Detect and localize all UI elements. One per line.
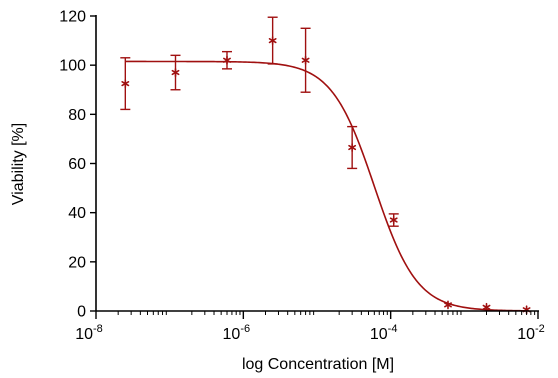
data-point	[301, 55, 310, 65]
x-tick-label: 10-2	[517, 323, 545, 343]
data-point	[268, 36, 277, 45]
data-point	[444, 300, 452, 310]
data-point	[389, 215, 398, 225]
x-axis-label: log Concentration [M]	[242, 356, 394, 373]
x-tick-label: 10-8	[75, 323, 103, 343]
data-points	[121, 36, 531, 315]
data-point	[223, 55, 231, 65]
data-point	[348, 143, 357, 152]
y-axis-label: Viability [%]	[10, 123, 27, 205]
y-tick-label: 120	[59, 9, 86, 26]
x-tick-label: 10-6	[223, 323, 251, 343]
y-tick-label: 100	[59, 58, 86, 75]
data-point	[482, 302, 491, 312]
x-ticks: 10-8 10-6 10-4 10-2	[75, 311, 545, 343]
y-tick-label: 80	[68, 107, 86, 124]
y-tick-label: 20	[68, 254, 86, 271]
y-tick-label: 0	[77, 304, 86, 321]
axes	[95, 15, 539, 312]
x-tick-label: 10-4	[370, 323, 398, 343]
y-tick-label: 60	[68, 156, 86, 173]
y-tick-label: 40	[68, 205, 86, 222]
fit-curve	[125, 60, 527, 312]
data-point	[171, 68, 180, 77]
data-point	[121, 79, 130, 89]
error-bars	[120, 16, 399, 227]
y-ticks: 0 20 40 60 80 100 120	[59, 9, 96, 321]
